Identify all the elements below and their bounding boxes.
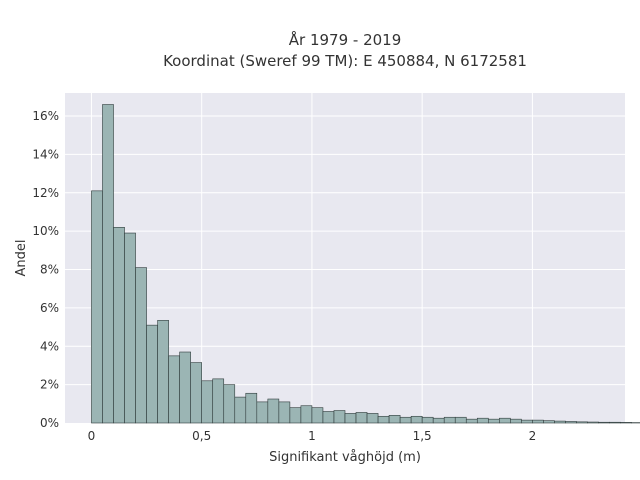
histogram-bar [488,418,500,424]
x-tick-label: 1,5 [413,429,432,443]
histogram-bar [157,320,169,424]
x-tick-label: 2 [529,429,537,443]
histogram-bar [289,407,302,424]
histogram-bar [278,401,291,424]
histogram-bar [499,417,511,424]
histogram-bar [443,416,456,424]
y-tick-label: 6% [40,301,59,315]
histogram-bar [399,416,412,424]
histogram-bar [102,104,114,424]
histogram-bar [620,422,632,424]
histogram-bar [532,419,544,424]
histogram-bar [598,421,610,424]
y-tick-label: 8% [40,263,59,277]
x-axis-title: Signifikant våghöjd (m) [269,450,421,465]
y-tick-label: 10% [32,224,59,238]
x-tick-label: 0 [88,429,96,443]
histogram-bar [113,227,125,424]
histogram-bar [543,420,555,424]
histogram-bar [421,416,434,424]
histogram-bar [388,415,401,424]
histogram-bar [179,351,191,424]
histogram-bar [212,378,225,424]
histogram-bar [554,420,566,424]
y-tick-label: 12% [32,186,59,200]
histogram-bar [476,417,489,424]
y-tick-label: 14% [32,147,59,161]
histogram-bar [377,415,390,424]
histogram-bar [91,190,103,424]
histogram-bar [135,267,147,424]
histogram-bar [146,324,158,424]
histogram-bar [190,362,202,424]
histogram-bar [355,412,368,424]
y-axis-title: Andel [14,240,29,277]
chart-title-line-2: Koordinat (Sweref 99 TM): E 450884, N 61… [163,52,527,70]
histogram-bar [521,419,533,424]
histogram-bar [565,421,577,424]
histogram-bar [124,232,136,424]
x-axis-ticks: 0 0,5 1 1,5 2 [88,429,537,443]
histogram-bar [576,421,588,424]
histogram-bar [201,380,214,424]
y-axis-ticks: 0% 2% 4% 6% 8% 10% 12% 14% 16% [32,109,59,430]
x-tick-label: 0,5 [192,429,211,443]
histogram-bar [311,407,324,424]
y-tick-label: 2% [40,378,59,392]
y-tick-label: 0% [40,416,59,430]
histogram-bar [432,417,445,424]
histogram-bar [267,398,280,424]
histogram-bar [322,411,335,424]
histogram-bar [168,355,180,424]
histogram-bar [333,410,346,424]
histogram-bars [91,104,640,424]
histogram-bar [234,396,247,424]
histogram-bar [587,421,599,424]
x-tick-label: 1 [308,429,316,443]
histogram-bar [510,418,522,424]
histogram-bar [366,413,379,424]
chart-title: År 1979 - 2019 Koordinat (Sweref 99 TM):… [163,30,527,70]
histogram-bar [344,413,357,424]
y-tick-label: 4% [40,339,59,353]
histogram-bar [256,401,269,424]
histogram-bar [454,416,467,424]
histogram-bar [223,384,236,424]
histogram-bar [410,415,423,424]
y-tick-label: 16% [32,109,59,123]
histogram-bar [245,392,258,424]
histogram-bar [465,418,478,424]
chart-title-line-1: År 1979 - 2019 [289,30,402,49]
histogram-bar [609,421,621,424]
histogram-bar [300,405,313,424]
